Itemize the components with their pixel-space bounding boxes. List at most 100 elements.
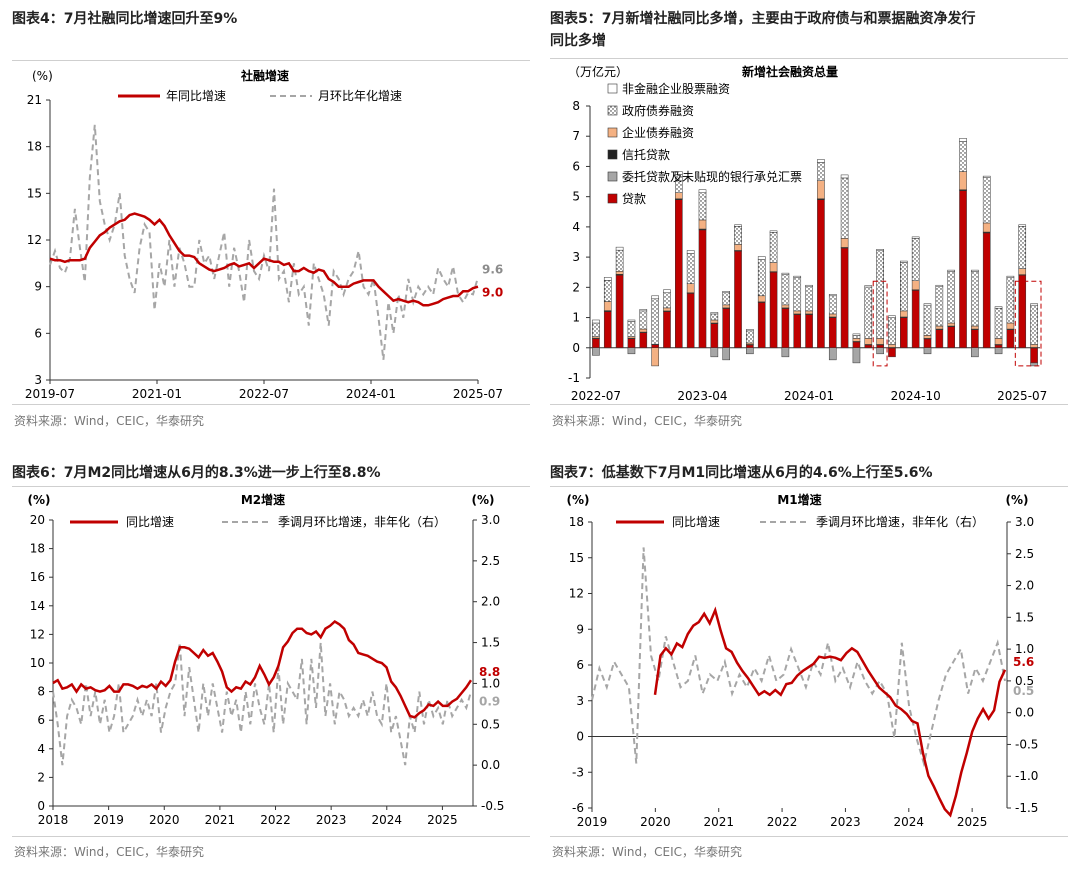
- chart5-bar-ent: [615, 271, 624, 275]
- chart5-bar-gov: [615, 249, 624, 272]
- chart5-bar-entrusted: [746, 347, 754, 355]
- chart5-bar-ent: [959, 171, 967, 190]
- chart6-y-tick-label: 20: [30, 513, 45, 527]
- chart5-bar-loan: [627, 338, 636, 349]
- chart4-series-yoy-line: [49, 212, 479, 307]
- chart5-bar-entrusted: [781, 347, 790, 358]
- chart5-bar-loan: [923, 338, 932, 349]
- chart4-y-tick-label: 12: [27, 233, 42, 247]
- chart5-bar-eq: [639, 309, 648, 312]
- chart5-bar-loan: [686, 293, 695, 349]
- chart5-bar-ent: [639, 328, 648, 333]
- chart7-x-tick-label: 2021: [703, 815, 734, 829]
- chart7-y2-tick-label: 2.5: [1015, 547, 1034, 561]
- chart5-bar-ent: [864, 338, 873, 345]
- chart7-series-yoy-line: [653, 606, 1007, 818]
- chart5-bar-stack: [959, 138, 967, 349]
- chart7-x-tick-label: 2022: [767, 815, 798, 829]
- chart5-bar-loan: [757, 302, 766, 349]
- chart7-y-tick-label: 0: [576, 730, 584, 744]
- chart5-bar-ent: [982, 222, 991, 233]
- chart5-bar-ent: [722, 304, 730, 309]
- chart5-bar-gov: [663, 292, 671, 309]
- chart5-bar-ent: [840, 238, 849, 248]
- chart5-bar-stack: [935, 284, 944, 349]
- chart5-bar-entrusted: [722, 347, 730, 361]
- chart5-bar-gov: [817, 162, 825, 181]
- chart6-end-label-yoy: 8.8: [479, 665, 500, 679]
- chart6-x-tick-label: 2018: [38, 813, 69, 827]
- chart5-bar-loan: [1006, 329, 1015, 349]
- chart5-legend-swatch: [607, 171, 618, 182]
- chart5-bar-stack: [864, 285, 873, 349]
- chart5-bar-stack: [852, 333, 861, 364]
- chart5-bar-eq: [615, 246, 624, 251]
- chart7-y2-tick-label: 3.0: [1015, 515, 1034, 529]
- chart5-bar-loan: [603, 311, 612, 349]
- chart5-top-rule: [550, 58, 1068, 59]
- chart5-bar-stack: [900, 260, 908, 349]
- chart5-x-tick-label: 2024-10: [891, 389, 941, 403]
- chart4-legend-label-yoy: 年同比增速: [166, 89, 226, 103]
- chart7-y-tick-label: 6: [576, 658, 584, 672]
- chart5-legend-label: 贷款: [622, 192, 646, 206]
- chart5-legend-label: 委托贷款及未贴现的银行承兑汇票: [622, 169, 802, 184]
- chart5-legend-label: 企业债券融资: [622, 125, 694, 140]
- chart6-y-tick-label: 2: [37, 770, 45, 784]
- chart5-bar-gov: [900, 262, 908, 312]
- chart6-series-yoy-line: [52, 619, 473, 719]
- chart7-y-tick-label: 15: [569, 551, 584, 565]
- chart5-bar-eq: [627, 319, 636, 322]
- chart6-x-tick-label: 2019: [93, 813, 124, 827]
- chart5-bar-stack: [722, 291, 730, 361]
- chart4-y-tick-label: 9: [34, 280, 42, 294]
- chart5-bar-gov: [757, 259, 766, 297]
- chart4-source: 资料来源：Wind，CEIC，华泰研究: [14, 414, 205, 428]
- chart7-title: 低基数下7月M1同比增速从6月的4.6%上行至5.6%: [601, 465, 933, 481]
- chart7-y2-tick-label: 1.0: [1015, 642, 1034, 656]
- chart6-y2-tick-label: 3.0: [481, 513, 500, 527]
- chart5-bar-gov: [781, 274, 790, 306]
- chart6-y-tick-label: 16: [30, 570, 45, 584]
- chart5-bar-ent: [793, 310, 802, 315]
- chart5-y-tick-label: 2: [572, 280, 580, 294]
- chart5-bar-eq: [864, 285, 873, 288]
- chart4-x-tick-label: 2021-01: [132, 387, 182, 401]
- chart5-bar-gov: [639, 310, 648, 330]
- chart7-source: 资料来源：Wind，CEIC，华泰研究: [552, 845, 743, 859]
- chart5-bar-loan: [935, 329, 944, 349]
- chart5-bar-gov: [864, 286, 873, 339]
- chart5-heading: 图表5：7月新增社融同比多增，主要由于政府债与和票据融资净发行 同比多增: [550, 8, 976, 52]
- chart7-chart-title: M1增速: [777, 492, 821, 507]
- chart5-bar-loan: [805, 314, 813, 349]
- chart5-bar-eq: [994, 306, 1003, 309]
- chart6-top-rule: [12, 486, 530, 487]
- chart4-end-label-yoy: 9.0: [482, 286, 503, 300]
- chart5-bar-entrusted: [923, 347, 932, 355]
- chart5-bar-eq: [840, 174, 849, 179]
- chart5-bar-stack: [639, 309, 648, 349]
- chart5-bar-entrusted: [876, 347, 884, 355]
- chart5-bar-loan: [840, 247, 849, 349]
- chart5-bar-entrusted: [994, 347, 1003, 355]
- chart5-bar-eq: [900, 260, 908, 263]
- chart5-bar-ent: [686, 283, 695, 294]
- chart6-y-tick-label: 12: [30, 627, 45, 641]
- chart6-y2-tick-label: 1.0: [481, 676, 500, 690]
- chart5-bar-eq: [710, 312, 719, 315]
- chart5-bar-eq: [686, 250, 695, 254]
- chart5-bar-gov: [923, 304, 932, 336]
- chart6-y-tick-label: 8: [37, 685, 45, 699]
- chart5-bar-gov: [603, 280, 612, 302]
- chart7-y2-tick-label: 1.5: [1015, 610, 1034, 624]
- chart5-bar-ent: [734, 244, 742, 251]
- chart5-bar-eq: [1030, 303, 1038, 306]
- chart5-title-line2: 同比多增: [550, 33, 606, 49]
- chart7-y2-tick-label: 0.0: [1015, 706, 1034, 720]
- chart5-bar-loan: [982, 232, 991, 349]
- chart5-bar-stack: [947, 269, 955, 349]
- chart5-bar-ent: [900, 310, 908, 318]
- chart5-bar-gov: [793, 277, 802, 312]
- chart5-bar-loan: [781, 308, 790, 349]
- chart4-x-tick-label: 2022-07: [239, 387, 289, 401]
